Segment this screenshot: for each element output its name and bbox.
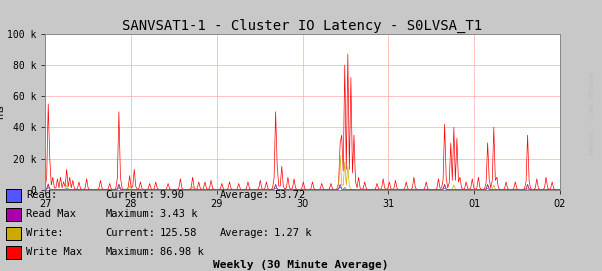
Text: Read:: Read: — [26, 191, 57, 200]
Text: Write:: Write: — [26, 228, 63, 238]
Text: Read Max: Read Max — [26, 209, 76, 219]
Text: Maximum:: Maximum: — [105, 247, 155, 257]
Text: Maximum:: Maximum: — [105, 209, 155, 219]
Text: 53.72: 53.72 — [274, 191, 305, 200]
Text: 125.58: 125.58 — [160, 228, 197, 238]
Text: Average:: Average: — [220, 228, 270, 238]
Y-axis label: ms: ms — [0, 105, 5, 119]
Text: 1.27 k: 1.27 k — [274, 228, 311, 238]
Text: 86.98 k: 86.98 k — [160, 247, 203, 257]
Title: SANVSAT1-1 - Cluster IO Latency - S0LVSA_T1: SANVSAT1-1 - Cluster IO Latency - S0LVSA… — [122, 19, 483, 33]
Text: Current:: Current: — [105, 228, 155, 238]
Text: Current:: Current: — [105, 191, 155, 200]
Text: 3.43 k: 3.43 k — [160, 209, 197, 219]
Text: Write Max: Write Max — [26, 247, 82, 257]
Text: Average:: Average: — [220, 191, 270, 200]
Text: 9.90: 9.90 — [160, 191, 185, 200]
Text: Weekly (30 Minute Average): Weekly (30 Minute Average) — [213, 260, 389, 270]
Text: RRDTOOL / TOBI OETIKER: RRDTOOL / TOBI OETIKER — [590, 73, 595, 155]
